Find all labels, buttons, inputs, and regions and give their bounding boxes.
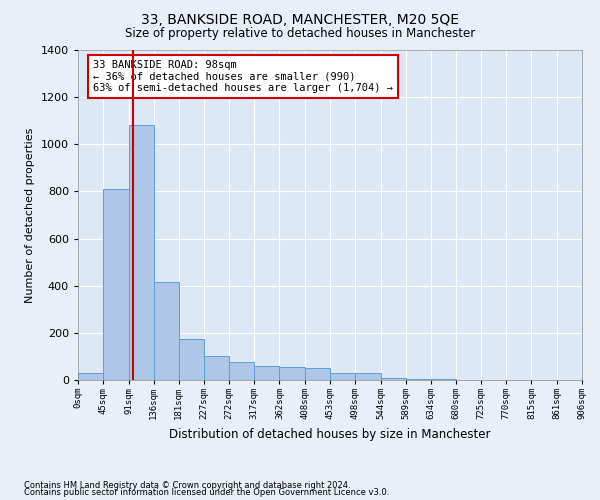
Bar [355,373,380,380]
X-axis label: Distribution of detached houses by size in Manchester: Distribution of detached houses by size … [169,428,491,440]
Bar [179,339,204,380]
Bar [78,373,103,380]
Text: 33 BANKSIDE ROAD: 98sqm
← 36% of detached houses are smaller (990)
63% of semi-d: 33 BANKSIDE ROAD: 98sqm ← 36% of detache… [93,60,393,93]
Bar [103,189,128,380]
Bar [380,378,406,380]
Bar [229,362,254,380]
Y-axis label: Number of detached properties: Number of detached properties [25,128,35,302]
Bar [406,379,431,380]
Bar [128,126,154,380]
Bar [154,282,179,380]
Text: Contains HM Land Registry data © Crown copyright and database right 2024.: Contains HM Land Registry data © Crown c… [24,480,350,490]
Text: Size of property relative to detached houses in Manchester: Size of property relative to detached ho… [125,28,475,40]
Bar [204,356,229,380]
Bar [280,367,305,380]
Bar [305,368,330,380]
Bar [254,366,280,380]
Text: Contains public sector information licensed under the Open Government Licence v3: Contains public sector information licen… [24,488,389,497]
Text: 33, BANKSIDE ROAD, MANCHESTER, M20 5QE: 33, BANKSIDE ROAD, MANCHESTER, M20 5QE [141,12,459,26]
Bar [330,373,355,380]
